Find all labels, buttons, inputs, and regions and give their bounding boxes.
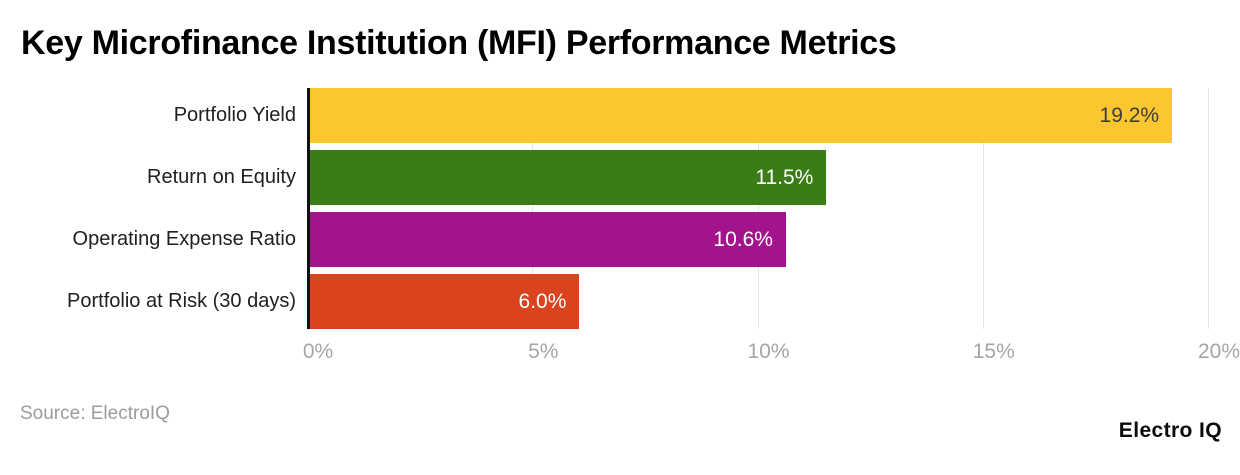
x-axis-tick-label: 15% [972,340,1015,363]
gridline [1208,88,1209,329]
x-axis-tick-label: 0% [302,340,334,363]
value-label: 11.5% [755,165,814,189]
bar: 19.2% [310,88,1173,143]
value-label: 6.0% [518,289,567,313]
value-label: 10.6% [713,227,773,251]
chart-title: Key Microfinance Institution (MFI) Perfo… [21,24,897,62]
gridline [982,88,984,329]
y-axis-line [307,88,310,329]
x-axis-ticks: 0% 5% 10% 15% 20% [303,340,1240,364]
gridline [757,88,759,329]
bars: 19.2% 11.5% 10.6% 6.0% [310,88,1208,329]
x-axis-tick-label: 10% [747,340,790,363]
category-label: Portfolio at Risk (30 days) [67,290,296,312]
x-axis-tick-label: 5% [528,340,559,363]
x-axis-tick-label: 20% [1197,340,1240,363]
source-text: Source: ElectroIQ [20,403,170,424]
bar: 10.6% [310,212,786,267]
plot-area: 19.2% 11.5% 10.6% 6.0% [307,88,1209,329]
category-label: Portfolio Yield [173,104,296,126]
category-label: Return on Equity [147,166,296,188]
gridline [532,88,534,329]
category-label: Operating Expense Ratio [72,228,296,250]
bar: 6.0% [310,274,580,329]
footer: Source: ElectroIQ Electro IQ [20,403,1222,443]
bar: 11.5% [310,150,827,205]
value-label: 19.2% [1099,103,1160,127]
chart: Portfolio Yield Return on Equity Operating… [0,88,1240,329]
brand-logo: Electro IQ [1118,419,1222,442]
category-labels: Portfolio Yield Return on Equity Operating… [0,88,307,329]
